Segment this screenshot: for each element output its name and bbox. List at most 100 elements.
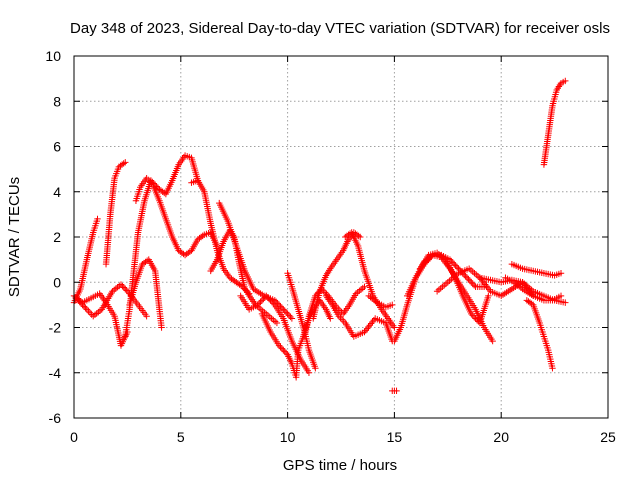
data-point <box>83 306 91 313</box>
data-point <box>197 233 205 241</box>
data-point <box>525 298 532 305</box>
data-point <box>157 187 165 194</box>
data-point <box>523 297 531 304</box>
data-point <box>463 274 471 281</box>
data-point <box>278 345 286 352</box>
x-tick-label: 0 <box>70 429 78 445</box>
data-point <box>175 247 182 254</box>
data-point <box>342 233 349 241</box>
y-tick-label: 8 <box>53 93 61 109</box>
y-tick-label: -4 <box>49 365 62 381</box>
series-track-20 <box>391 251 488 345</box>
series-track-27 <box>523 297 556 372</box>
data-point <box>231 277 238 285</box>
data-point <box>140 259 148 267</box>
series-track-26 <box>502 274 565 304</box>
data-point <box>117 162 124 169</box>
data-point <box>270 300 277 307</box>
data-point <box>470 313 478 321</box>
data-point <box>156 186 163 193</box>
data-point <box>562 299 569 306</box>
x-tick-label: 20 <box>493 429 509 445</box>
data-point <box>183 250 190 258</box>
grid <box>74 56 608 418</box>
data-point <box>391 324 398 331</box>
y-tick-label: -6 <box>49 410 62 426</box>
data-point <box>143 312 150 320</box>
series-track-28 <box>540 77 569 168</box>
x-axis-label: GPS time / hours <box>283 457 397 474</box>
data-point <box>186 248 194 255</box>
data-point <box>234 280 242 287</box>
data-point <box>469 280 476 287</box>
data-point <box>80 303 88 310</box>
data-point <box>470 282 478 289</box>
data-point <box>147 177 155 184</box>
data-point <box>143 257 151 264</box>
data-point <box>115 163 123 171</box>
data-point <box>557 270 565 277</box>
y-tick-label: 10 <box>45 48 61 64</box>
data-point <box>282 349 290 357</box>
tick-labels: 0 5 10 15 20 25 -6 -4 -2 0 2 4 6 8 10 <box>45 48 616 445</box>
data-point <box>181 251 189 259</box>
data-point <box>79 301 86 309</box>
data-point <box>77 300 85 307</box>
data-point <box>281 348 288 355</box>
x-tick-label: 25 <box>600 429 616 445</box>
data-point <box>82 304 89 312</box>
data-point <box>526 299 534 306</box>
data-point <box>257 298 264 306</box>
data-point <box>185 249 192 257</box>
data-point <box>118 161 126 168</box>
data-point <box>280 306 287 313</box>
data-point <box>549 365 556 372</box>
data-series <box>70 77 569 395</box>
data-point <box>75 297 82 304</box>
data-point <box>340 318 347 325</box>
data-point <box>282 309 290 316</box>
data-point <box>281 307 288 315</box>
x-tick-label: 15 <box>387 429 403 445</box>
data-point <box>122 159 129 166</box>
data-point <box>361 283 368 290</box>
data-point <box>473 316 481 324</box>
data-point <box>260 295 267 303</box>
series-track-13 <box>284 270 319 372</box>
data-point <box>469 312 476 319</box>
data-point <box>196 234 203 242</box>
data-point <box>465 276 472 283</box>
series-track-17 <box>342 229 398 331</box>
series-track-7 <box>126 256 165 331</box>
y-tick-label: -2 <box>49 320 62 336</box>
data-point <box>254 301 261 309</box>
y-tick-label: 4 <box>53 184 61 200</box>
data-point <box>468 310 475 318</box>
data-point <box>120 160 127 167</box>
data-point <box>343 232 351 240</box>
data-point <box>199 232 206 240</box>
data-point <box>393 387 400 395</box>
data-point <box>462 273 469 280</box>
data-point <box>229 276 237 284</box>
data-point <box>122 285 129 293</box>
data-point <box>557 292 565 300</box>
data-point <box>178 249 186 257</box>
series-track-8 <box>188 177 253 297</box>
y-tick-label: 0 <box>53 274 61 290</box>
series-track-22 <box>416 249 492 327</box>
data-point <box>451 260 458 268</box>
data-point <box>460 271 468 278</box>
data-point <box>312 365 319 372</box>
data-point <box>453 263 461 271</box>
data-point <box>117 281 125 288</box>
x-tick-label: 5 <box>177 429 185 445</box>
data-point <box>426 254 434 262</box>
data-point <box>489 337 496 345</box>
data-point <box>76 298 83 306</box>
series-track-19 <box>389 387 400 395</box>
data-point <box>449 259 456 266</box>
y-tick-label: 2 <box>53 229 61 245</box>
data-point <box>278 304 286 312</box>
